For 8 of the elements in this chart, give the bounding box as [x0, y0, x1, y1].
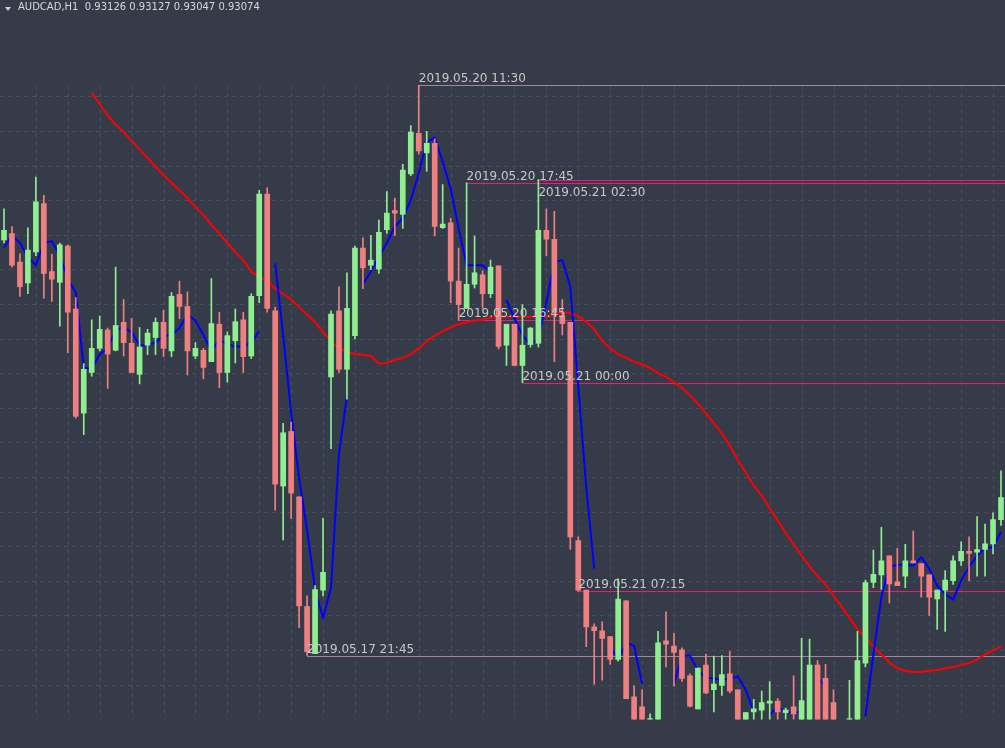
chart-title: AUDCAD,H1 0.93126 0.93127 0.93047 0.93074: [18, 1, 260, 12]
candlestick: [742, 712, 749, 720]
candlestick: [623, 600, 629, 699]
candlestick: [734, 689, 741, 720]
candlestick: [695, 667, 701, 710]
annotation: 2019.05.20 17:45: [466, 168, 574, 183]
text: 2019.05.20 11:30: [418, 70, 526, 85]
annotation: 2019.05.21 02:30: [538, 184, 646, 199]
